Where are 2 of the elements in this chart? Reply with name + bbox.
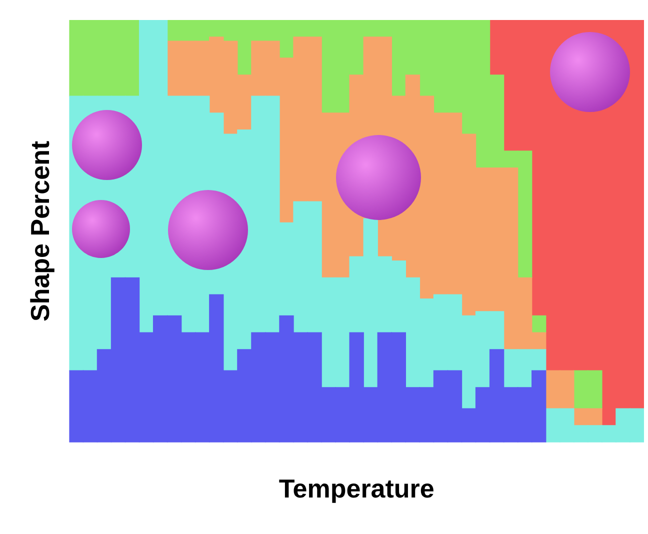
x-axis-title: Temperature <box>278 474 434 504</box>
y-axis-title: Shape Percent <box>24 140 55 322</box>
